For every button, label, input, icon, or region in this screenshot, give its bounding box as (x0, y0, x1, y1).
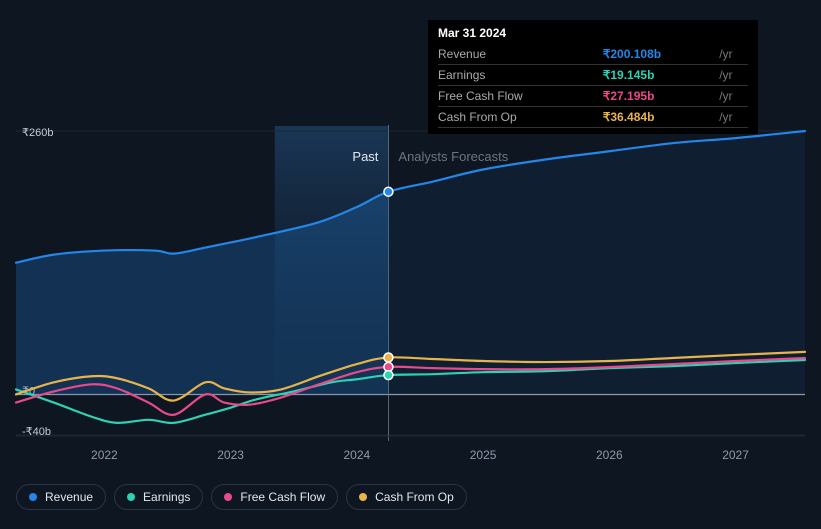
x-axis-tick-label: 2025 (470, 448, 497, 462)
tooltip-row: Revenue₹200.108b/yr (438, 44, 748, 65)
tooltip-metric-unit: /yr (716, 44, 748, 65)
data-point-marker (384, 187, 393, 196)
data-point-marker (384, 371, 393, 380)
tooltip-row: Free Cash Flow₹27.195b/yr (438, 86, 748, 107)
legend-item-revenue[interactable]: Revenue (16, 484, 106, 510)
tooltip-metric-label: Revenue (438, 44, 603, 65)
legend-item-cash-from-op[interactable]: Cash From Op (346, 484, 467, 510)
tooltip-row: Earnings₹19.145b/yr (438, 65, 748, 86)
financial-forecast-chart: ₹260b₹0-₹40b202220232024202520262027 Mar… (0, 0, 821, 524)
legend-item-label: Earnings (143, 490, 190, 504)
legend-dot-icon (127, 493, 135, 501)
tooltip-row: Cash From Op₹36.484b/yr (438, 107, 748, 128)
tooltip-metric-unit: /yr (716, 65, 748, 86)
tooltip-metric-value: ₹200.108b (603, 44, 716, 65)
legend-item-label: Cash From Op (375, 490, 454, 504)
legend-dot-icon (224, 493, 232, 501)
x-axis-tick-label: 2022 (91, 448, 118, 462)
forecast-section-label: Analysts Forecasts (398, 149, 508, 164)
legend-dot-icon (359, 493, 367, 501)
tooltip-metric-value: ₹19.145b (603, 65, 716, 86)
data-point-marker (384, 353, 393, 362)
tooltip-metric-unit: /yr (716, 107, 748, 128)
tooltip-date: Mar 31 2024 (438, 26, 748, 44)
tooltip-table: Revenue₹200.108b/yrEarnings₹19.145b/yrFr… (438, 44, 748, 128)
legend-item-free-cash-flow[interactable]: Free Cash Flow (211, 484, 338, 510)
tooltip-metric-label: Earnings (438, 65, 603, 86)
chart-legend: Revenue Earnings Free Cash Flow Cash From O… (16, 484, 467, 510)
y-axis-tick-label: ₹260b (22, 127, 53, 139)
legend-item-earnings[interactable]: Earnings (114, 484, 203, 510)
chart-tooltip: Mar 31 2024 Revenue₹200.108b/yrEarnings₹… (428, 20, 758, 134)
tooltip-metric-label: Cash From Op (438, 107, 603, 128)
tooltip-metric-unit: /yr (716, 86, 748, 107)
legend-item-label: Free Cash Flow (240, 490, 325, 504)
tooltip-metric-value: ₹27.195b (603, 86, 716, 107)
tooltip-metric-label: Free Cash Flow (438, 86, 603, 107)
x-axis-tick-label: 2026 (596, 448, 623, 462)
x-axis-tick-label: 2027 (722, 448, 749, 462)
x-axis-tick-label: 2024 (343, 448, 370, 462)
past-section-label: Past (352, 149, 378, 164)
x-axis-tick-label: 2023 (217, 448, 244, 462)
tooltip-metric-value: ₹36.484b (603, 107, 716, 128)
legend-item-label: Revenue (45, 490, 93, 504)
legend-dot-icon (29, 493, 37, 501)
